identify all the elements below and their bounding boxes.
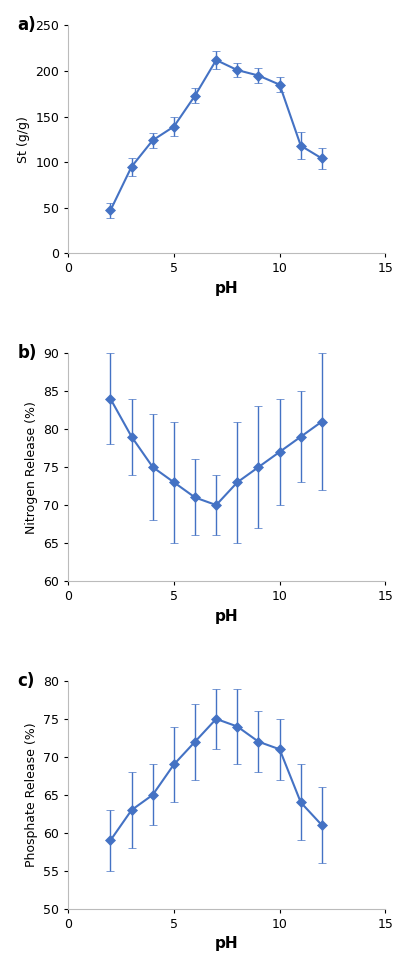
Y-axis label: Phosphate Release (%): Phosphate Release (%) (25, 722, 38, 867)
X-axis label: pH: pH (214, 281, 238, 296)
X-axis label: pH: pH (214, 609, 238, 623)
X-axis label: pH: pH (214, 936, 238, 952)
Y-axis label: St (g/g): St (g/g) (17, 116, 29, 163)
Text: c): c) (17, 672, 35, 690)
Text: a): a) (17, 16, 36, 34)
Y-axis label: Nitrogen Release (%): Nitrogen Release (%) (25, 401, 38, 533)
Text: b): b) (17, 344, 37, 362)
